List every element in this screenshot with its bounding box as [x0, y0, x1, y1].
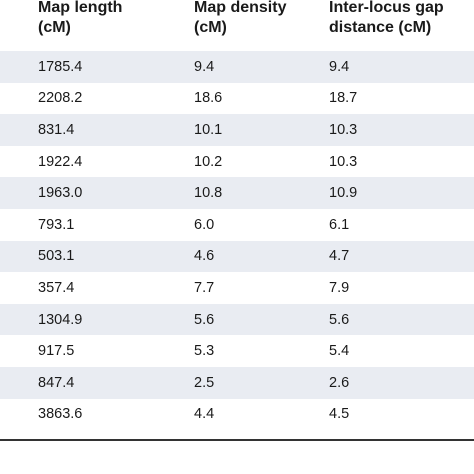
- cell-map-density: 9.4: [194, 58, 215, 75]
- cell-gap-distance: 4.7: [329, 248, 350, 265]
- cell-gap-distance: 7.9: [329, 279, 350, 296]
- header-map-density-line2: (cM): [194, 19, 227, 36]
- cell-map-density: 4.4: [194, 406, 215, 423]
- header-map-length-line2: (cM): [38, 19, 71, 36]
- table-row: 917.5 5.3 5.4: [0, 335, 474, 367]
- table-row: 1304.9 5.6 5.6: [0, 303, 474, 336]
- header-map-density-line1: Map density: [194, 0, 287, 16]
- cell-map-length: 793.1: [38, 216, 75, 233]
- cell-map-length: 2208.2: [38, 90, 83, 107]
- table-body: 1785.4 9.4 9.4 2208.2 18.6 18.7 831.4 10.1 10.3 1…: [0, 51, 474, 430]
- cell-map-length: 1963.0: [38, 185, 83, 202]
- cell-gap-distance: 4.5: [329, 406, 350, 423]
- cell-gap-distance: 5.6: [329, 311, 350, 328]
- cell-map-length: 503.1: [38, 248, 75, 265]
- table-header: Map length (cM) Map density (cM) Inter-l…: [0, 0, 474, 52]
- cell-map-density: 10.8: [194, 185, 223, 202]
- cell-gap-distance: 5.4: [329, 343, 350, 360]
- cell-gap-distance: 10.9: [329, 185, 358, 202]
- cell-map-length: 847.4: [38, 374, 75, 391]
- table-row: 1963.0 10.8 10.9: [0, 177, 474, 209]
- cell-map-length: 1304.9: [38, 311, 83, 328]
- cell-map-density: 5.3: [194, 343, 215, 360]
- header-map-length-line1: Map length: [38, 0, 123, 16]
- cell-map-length: 1785.4: [38, 58, 83, 75]
- cell-map-density: 5.6: [194, 311, 215, 328]
- header-map-length: Map length (cM): [38, 0, 122, 38]
- cell-map-density: 10.1: [194, 121, 223, 138]
- table-row: 1785.4 9.4 9.4: [0, 51, 474, 83]
- table-row: 503.1 4.6 4.7: [0, 240, 474, 273]
- cell-map-length: 3863.6: [38, 406, 83, 423]
- cell-map-density: 2.5: [194, 374, 215, 391]
- header-gap-distance: Inter-locus gap distance (cM): [329, 0, 444, 38]
- table-row: 793.1 6.0 6.1: [0, 209, 474, 241]
- table-row: 357.4 7.7 7.9: [0, 272, 474, 304]
- table-row: 3863.6 4.4 4.5: [0, 399, 474, 431]
- cell-map-length: 357.4: [38, 279, 75, 296]
- cell-map-length: 917.5: [38, 343, 75, 360]
- data-table: Map length (cM) Map density (cM) Inter-l…: [0, 0, 474, 422]
- cell-map-density: 4.6: [194, 248, 215, 265]
- table-row: 1922.4 10.2 10.3: [0, 146, 474, 178]
- cell-gap-distance: 6.1: [329, 216, 350, 233]
- cell-map-density: 7.7: [194, 279, 215, 296]
- table-row: 847.4 2.5 2.6: [0, 366, 474, 399]
- cell-map-length: 1922.4: [38, 153, 83, 170]
- cell-map-length: 831.4: [38, 121, 75, 138]
- cell-map-density: 18.6: [194, 90, 223, 107]
- header-map-density: Map density (cM): [194, 0, 286, 38]
- header-gap-distance-line2: distance (cM): [329, 19, 432, 36]
- cell-map-density: 6.0: [194, 216, 215, 233]
- cell-gap-distance: 10.3: [329, 121, 358, 138]
- cell-gap-distance: 10.3: [329, 153, 358, 170]
- table-row: 2208.2 18.6 18.7: [0, 83, 474, 115]
- cell-gap-distance: 9.4: [329, 58, 350, 75]
- header-gap-distance-line1: Inter-locus gap: [329, 0, 444, 16]
- table-bottom-rule: [0, 439, 474, 441]
- cell-map-density: 10.2: [194, 153, 223, 170]
- table-row: 831.4 10.1 10.3: [0, 114, 474, 146]
- cell-gap-distance: 2.6: [329, 374, 350, 391]
- cell-gap-distance: 18.7: [329, 90, 358, 107]
